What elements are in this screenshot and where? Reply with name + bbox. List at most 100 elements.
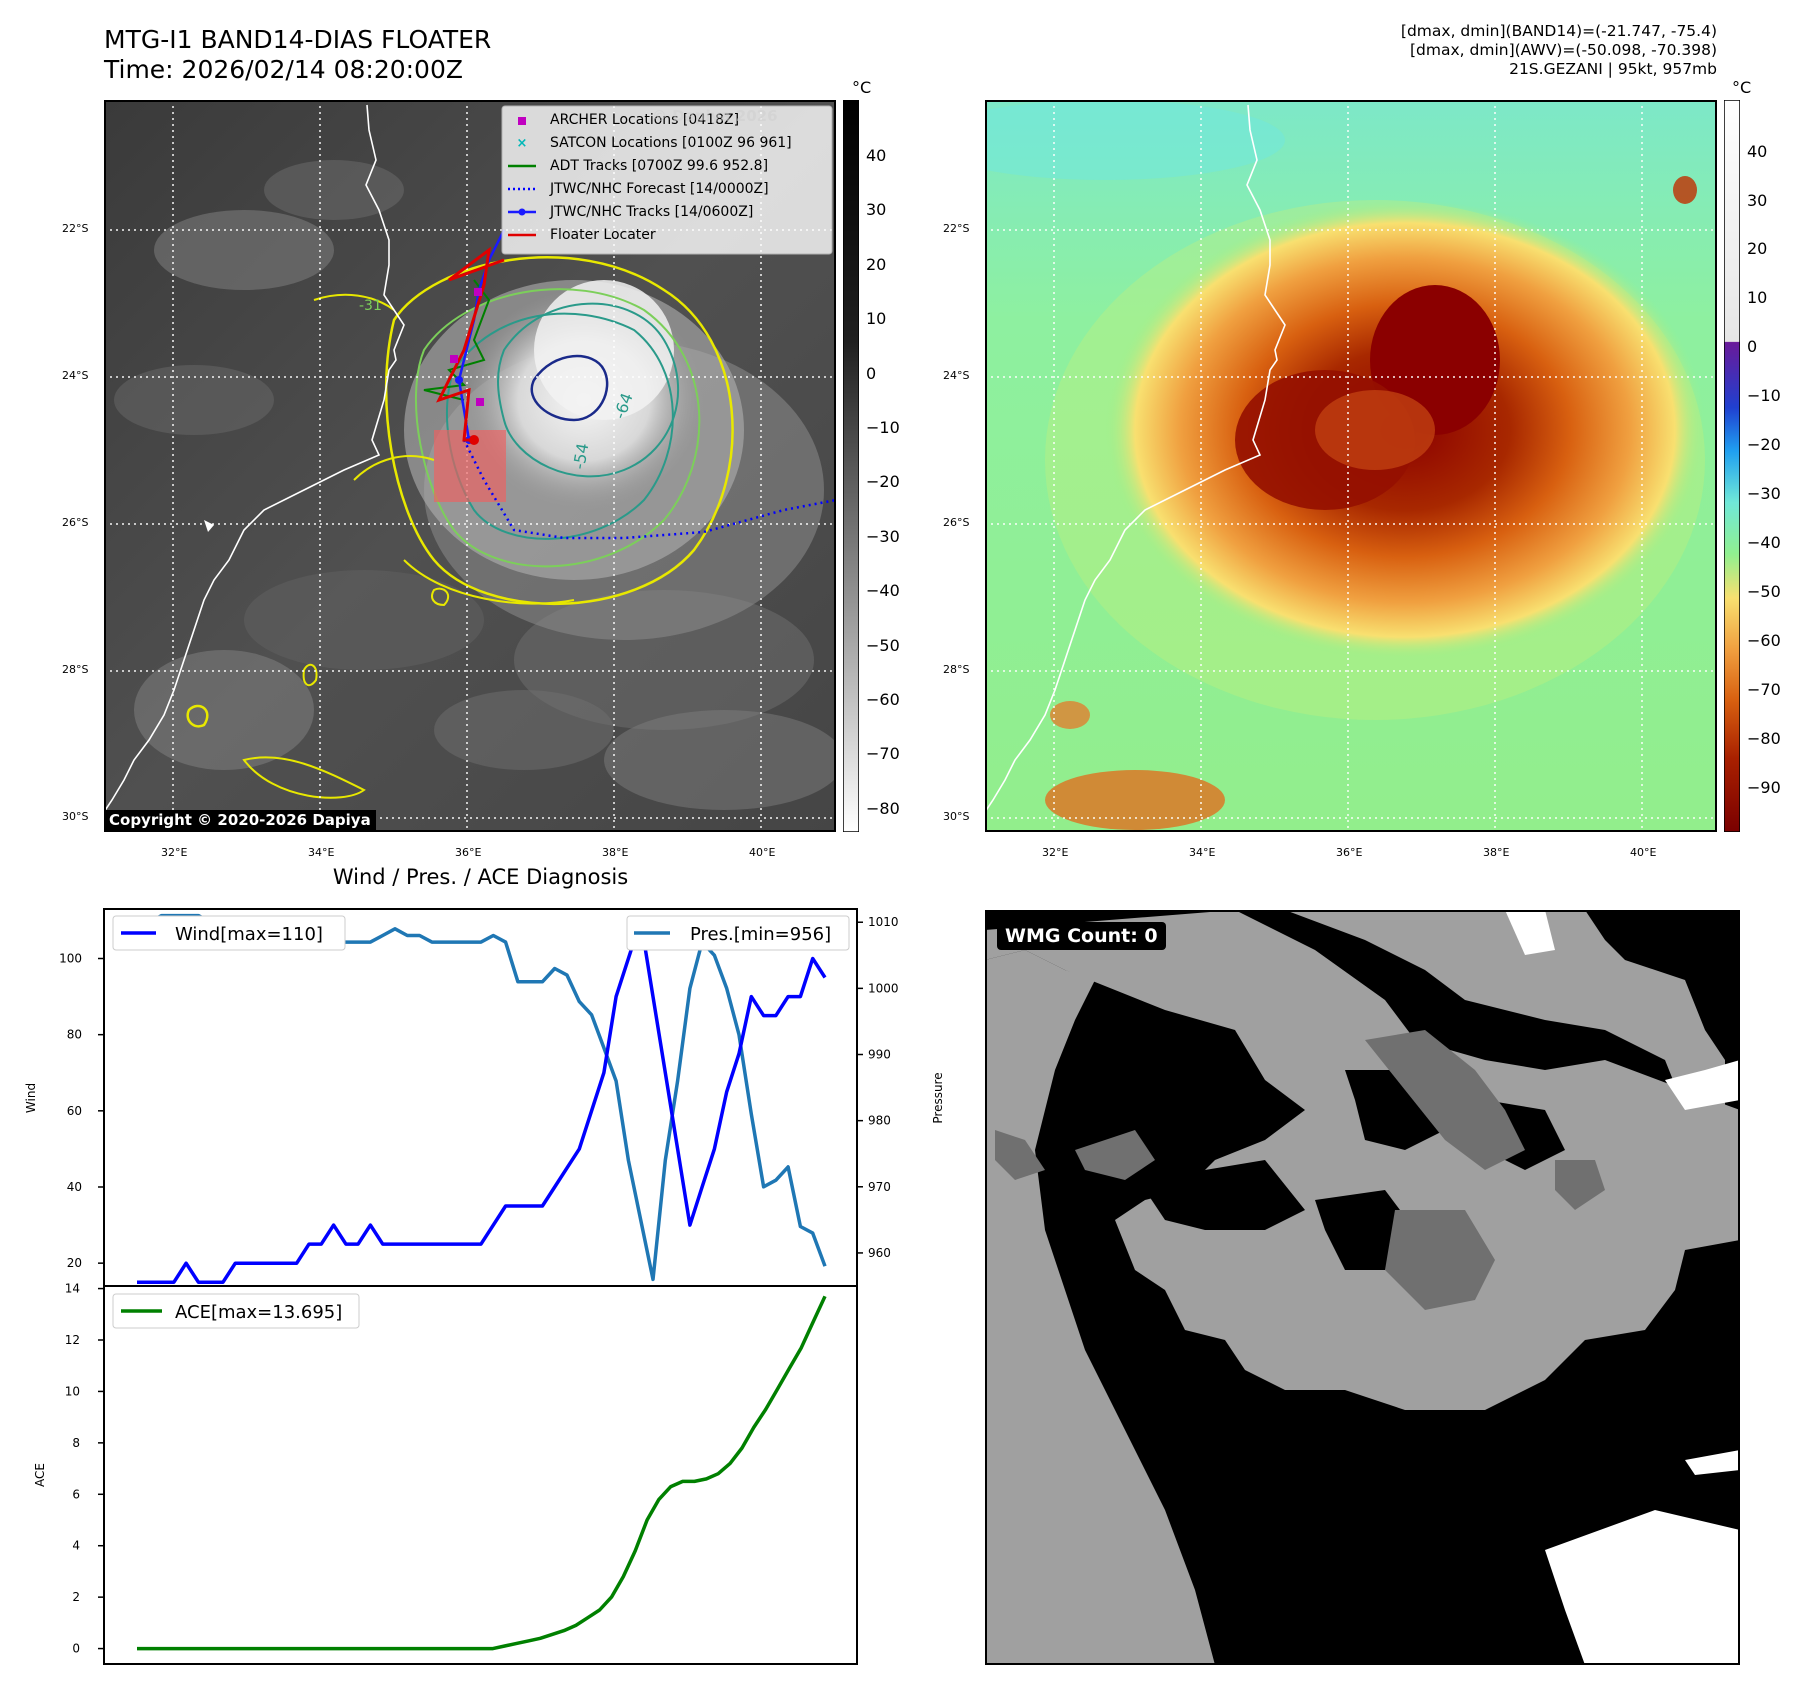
wmg-count-badge: WMG Count: 0 bbox=[997, 922, 1166, 950]
legend-adt: ADT Tracks [0700Z 99.6 952.8] bbox=[550, 158, 769, 174]
pressure-tick-label: 960 bbox=[868, 1246, 891, 1260]
color-tick-m50: −50 bbox=[1747, 582, 1781, 601]
color-colorbar-unit: °C bbox=[1732, 78, 1752, 97]
ace-series-line bbox=[137, 1295, 827, 1651]
gray-tick-m30: −30 bbox=[866, 527, 900, 546]
legend-jtwc-forecast: JTWC/NHC Forecast [14/0000Z] bbox=[550, 181, 769, 197]
legend-jtwc-tracks: JTWC/NHC Tracks [14/0600Z] bbox=[550, 204, 754, 220]
pressure-tick-label: 980 bbox=[868, 1114, 891, 1128]
awv-lat-28s: 28°S bbox=[943, 663, 970, 676]
gray-colorbar bbox=[843, 100, 859, 832]
awv-lon-34e: 34°E bbox=[1189, 846, 1216, 859]
lon-tick-36e: 36°E bbox=[455, 846, 482, 859]
gray-tick-40: 40 bbox=[866, 146, 887, 165]
gray-tick-m20: −20 bbox=[866, 472, 900, 491]
wind-tick-label: 20 bbox=[67, 1256, 82, 1270]
gray-colorbar-unit: °C bbox=[852, 78, 872, 97]
lat-tick-30s: 30°S bbox=[62, 810, 89, 823]
pressure-tick-label: 990 bbox=[868, 1048, 891, 1062]
wind-legend-label: Wind[max=110] bbox=[175, 924, 323, 945]
color-tick-m60: −60 bbox=[1747, 631, 1781, 650]
legend-floater: Floater Locater bbox=[550, 227, 656, 243]
ace-tick-label: 4 bbox=[72, 1539, 80, 1553]
info-band14: [dmax, dmin](BAND14)=(-21.747, -75.4) bbox=[1400, 22, 1717, 40]
ace-frame bbox=[103, 1285, 858, 1665]
gray-tick-m60: −60 bbox=[866, 690, 900, 709]
awv-lat-22s: 22°S bbox=[943, 222, 970, 235]
awv-map-frame bbox=[985, 100, 1717, 832]
lon-tick-34e: 34°E bbox=[308, 846, 335, 859]
awv-lon-40e: 40°E bbox=[1630, 846, 1657, 859]
pressure-legend bbox=[626, 915, 850, 951]
pressure-legend-label: Pres.[min=956] bbox=[690, 924, 831, 945]
color-tick-m90: −90 bbox=[1747, 778, 1781, 797]
ace-legend-label: ACE[max=13.695] bbox=[175, 1302, 342, 1323]
ace-tick-label: 12 bbox=[65, 1333, 80, 1347]
color-tick-m80: −80 bbox=[1747, 729, 1781, 748]
wmg-panel bbox=[985, 910, 1740, 1665]
color-colorbar bbox=[1724, 100, 1740, 832]
wind-pressure-frame bbox=[103, 908, 858, 1287]
lat-tick-24s: 24°S bbox=[62, 369, 89, 382]
wmg-panel-frame bbox=[985, 910, 1740, 1665]
awv-lat-26s: 26°S bbox=[943, 516, 970, 529]
lat-tick-22s: 22°S bbox=[62, 222, 89, 235]
gray-tick-m40: −40 bbox=[866, 581, 900, 600]
lon-tick-32e: 32°E bbox=[161, 846, 188, 859]
wind-tick-label: 60 bbox=[67, 1104, 82, 1118]
wind-tick-label: 80 bbox=[67, 1028, 82, 1042]
svg-text:-31: -31 bbox=[359, 298, 382, 314]
color-tick-m30: −30 bbox=[1747, 484, 1781, 503]
diagnosis-chart: 20 40 60 80 100 960 970 980 990 1000 1010 0 2 4 6 8 10 12… bbox=[24, 908, 945, 1665]
ace-tick-label: 14 bbox=[65, 1282, 80, 1296]
watermark: © Dapiya 2026 bbox=[652, 107, 778, 125]
diagnosis-title: Wind / Pres. / ACE Diagnosis bbox=[332, 865, 629, 889]
pressure-tick-label: 1010 bbox=[868, 915, 899, 929]
wind-tick-label: 40 bbox=[67, 1180, 82, 1194]
ace-legend bbox=[112, 1293, 360, 1329]
wind-axis-label: Wind bbox=[24, 1083, 38, 1113]
wind-tick-label: 100 bbox=[59, 952, 82, 966]
svg-text:-54: -54 bbox=[569, 442, 592, 471]
lat-tick-26s: 26°S bbox=[62, 516, 89, 529]
ace-tick-label: 8 bbox=[72, 1436, 80, 1450]
legend-satcon: SATCON Locations [0100Z 96 961] bbox=[550, 135, 792, 151]
awv-lon-36e: 36°E bbox=[1336, 846, 1363, 859]
ace-tick-label: 2 bbox=[72, 1590, 80, 1604]
color-tick-20: 20 bbox=[1747, 239, 1768, 258]
color-tick-40: 40 bbox=[1747, 142, 1768, 161]
wind-series-line bbox=[137, 918, 827, 1284]
svg-text:×: × bbox=[517, 136, 528, 151]
color-tick-m40: −40 bbox=[1747, 533, 1781, 552]
ace-tick-label: 6 bbox=[72, 1487, 80, 1501]
ir-map: -64 -54 -31 -42 × bbox=[104, 100, 836, 832]
color-tick-10: 10 bbox=[1747, 288, 1768, 307]
ace-tick-label: 0 bbox=[72, 1642, 80, 1656]
ir-map-frame bbox=[104, 100, 836, 832]
color-tick-m70: −70 bbox=[1747, 680, 1781, 699]
gray-tick-m80: −80 bbox=[866, 799, 900, 818]
color-tick-m10: −10 bbox=[1747, 386, 1781, 405]
wind-legend bbox=[112, 915, 346, 951]
pressure-tick-label: 1000 bbox=[868, 981, 899, 995]
info-storm: 21S.GEZANI | 95kt, 957mb bbox=[1509, 60, 1717, 78]
gray-tick-m70: −70 bbox=[866, 744, 900, 763]
awv-lon-38e: 38°E bbox=[1483, 846, 1510, 859]
pressure-axis-label: Pressure bbox=[931, 1072, 945, 1123]
legend-archer: ARCHER Locations [0418Z] bbox=[550, 112, 740, 128]
awv-map bbox=[985, 100, 1717, 832]
color-tick-m20: −20 bbox=[1747, 435, 1781, 454]
color-tick-0: 0 bbox=[1747, 337, 1758, 356]
copyright-label: Copyright © 2020-2026 Dapiya bbox=[104, 810, 376, 830]
awv-lon-32e: 32°E bbox=[1042, 846, 1069, 859]
lat-tick-28s: 28°S bbox=[62, 663, 89, 676]
gray-tick-20: 20 bbox=[866, 255, 887, 274]
awv-lat-30s: 30°S bbox=[943, 810, 970, 823]
ace-axis-label: ACE bbox=[33, 1463, 47, 1487]
ace-tick-label: 10 bbox=[65, 1384, 80, 1398]
figure-title: MTG-I1 BAND14-DIAS FLOATER bbox=[104, 25, 492, 54]
color-tick-30: 30 bbox=[1747, 191, 1768, 210]
info-awv: [dmax, dmin](AWV)=(-50.098, -70.398) bbox=[1410, 41, 1717, 59]
pressure-tick-label: 970 bbox=[868, 1180, 891, 1194]
lon-tick-38e: 38°E bbox=[602, 846, 629, 859]
